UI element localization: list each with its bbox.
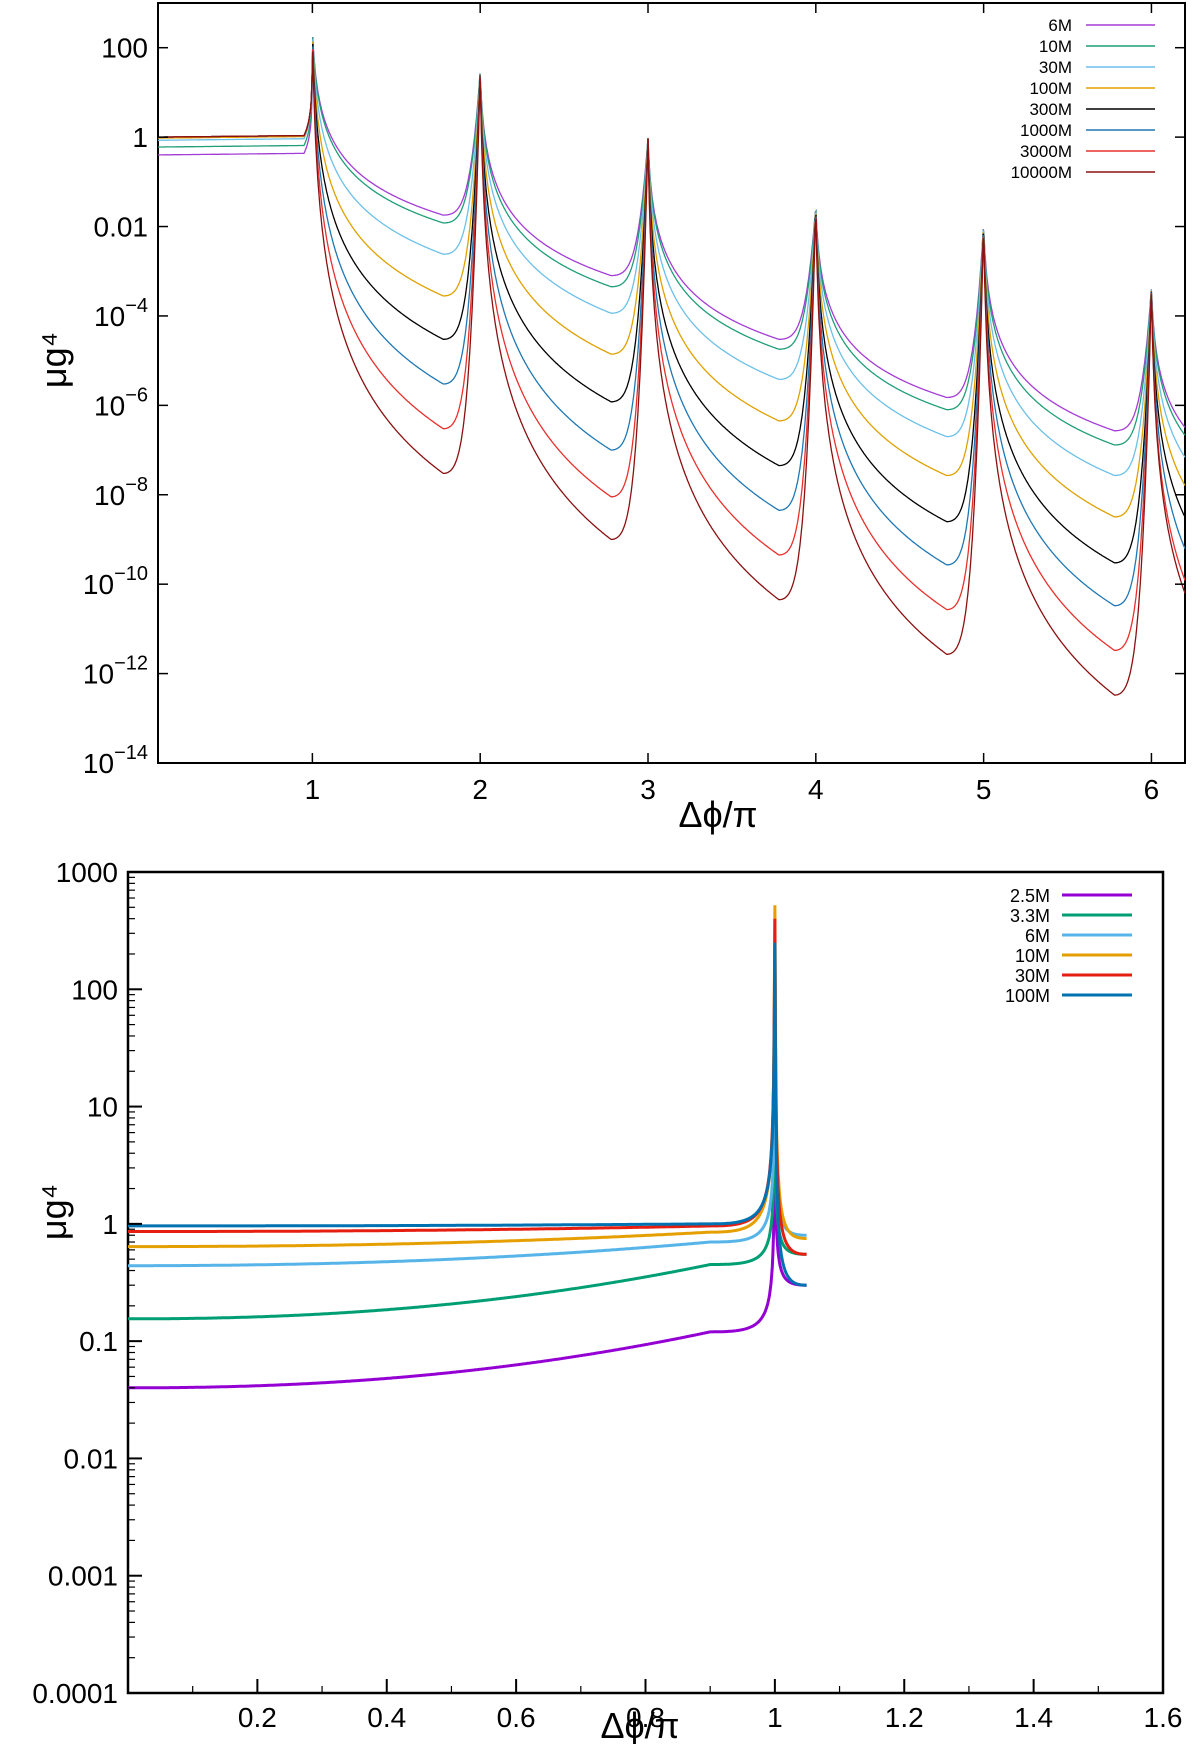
series-line-6M xyxy=(158,36,1186,432)
chart-top-y-axis: 100 1 0.01 10−4 10−6 10−8 10−10 10−12 10−14 xyxy=(83,33,1185,779)
x-tick-label: 2 xyxy=(472,774,488,805)
legend-label: 3000M xyxy=(1020,142,1072,161)
chart-bottom-x-axis: 0.2 0.4 0.6 0.8 1 1.2 1.4 1.6 xyxy=(192,1679,1183,1733)
legend-label: 300M xyxy=(1029,100,1072,119)
series-line-100M xyxy=(128,942,807,1287)
x-tick-label: 3 xyxy=(640,774,656,805)
legend-label: 10M xyxy=(1015,946,1050,966)
series-line-1000M xyxy=(158,46,1186,607)
x-tick-label: 1.6 xyxy=(1144,1702,1183,1733)
chart-top-series-group xyxy=(158,36,1186,696)
legend-label: 2.5M xyxy=(1010,886,1050,906)
chart-top-x-axis: 1 2 3 4 5 6 xyxy=(305,3,1160,805)
series-line-6M xyxy=(128,1050,807,1268)
series-line-300M xyxy=(158,43,1186,564)
y-tick-label: 0.01 xyxy=(94,212,149,243)
chart-bottom-x-axis-title: Δϕ/π xyxy=(600,1705,679,1744)
y-tick-label: 100 xyxy=(101,33,148,64)
y-tick-label: 10−4 xyxy=(94,295,148,332)
y-tick-label: 1000 xyxy=(56,857,118,888)
legend-label: 10000M xyxy=(1011,163,1072,182)
x-tick-label: 1.2 xyxy=(885,1702,924,1733)
x-tick-label: 0.8 xyxy=(626,1702,665,1733)
y-tick-label: 1 xyxy=(102,1209,118,1240)
chart-bottom-y-axis: 1000 100 10 1 0.1 0.01 0.001 0.0001 xyxy=(32,857,142,1709)
y-tick-label: 0.01 xyxy=(64,1443,119,1474)
chart-top-frame xyxy=(157,2,1186,764)
series-line-10M xyxy=(158,37,1186,446)
x-tick-label: 1 xyxy=(767,1702,783,1733)
y-tick-label: 0.0001 xyxy=(32,1678,118,1709)
series-line-10M xyxy=(128,905,807,1249)
y-tick-label: 10−10 xyxy=(83,563,148,600)
chart-bottom-series-group xyxy=(128,905,807,1390)
y-tick-label: 0.1 xyxy=(79,1326,118,1357)
x-tick-label: 1.4 xyxy=(1014,1702,1053,1733)
x-tick-label: 4 xyxy=(808,774,824,805)
series-line-100M xyxy=(158,41,1186,518)
series-line-3.3M xyxy=(128,1097,807,1321)
y-tick-label: 10−14 xyxy=(83,742,148,779)
y-tick-label: 1 xyxy=(132,122,148,153)
legend-label: 3.3M xyxy=(1010,906,1050,926)
y-tick-label: 10−6 xyxy=(94,384,148,421)
chart-top-y-axis-title: μg⁴ xyxy=(33,332,74,388)
legend-label: 30M xyxy=(1039,58,1072,77)
y-tick-label: 10−12 xyxy=(83,653,148,690)
x-tick-label: 6 xyxy=(1144,774,1160,805)
y-tick-label: 10−8 xyxy=(94,474,148,511)
x-tick-label: 5 xyxy=(976,774,992,805)
y-tick-label: 10 xyxy=(87,1092,118,1123)
chart-bottom-y-axis-title: μg⁴ xyxy=(33,1184,74,1240)
series-line-10000M xyxy=(158,51,1186,696)
legend-label: 30M xyxy=(1015,966,1050,986)
chart-top-x-axis-title: Δϕ/π xyxy=(678,794,757,835)
y-tick-label: 0.001 xyxy=(48,1561,118,1592)
legend-label: 100M xyxy=(1029,79,1072,98)
legend-label: 1000M xyxy=(1020,121,1072,140)
y-tick-label: 100 xyxy=(71,974,118,1005)
x-tick-label: 1 xyxy=(305,774,321,805)
x-tick-label: 0.4 xyxy=(367,1702,406,1733)
series-line-30M xyxy=(158,39,1186,477)
series-line-30M xyxy=(128,918,807,1256)
legend-label: 100M xyxy=(1005,986,1050,1006)
x-tick-label: 0.2 xyxy=(238,1702,277,1733)
chart-top-legend: 6M 10M 30M 100M 300M 1000M 3000M 10000M xyxy=(1011,16,1155,182)
legend-label: 10M xyxy=(1039,37,1072,56)
x-tick-label: 0.6 xyxy=(497,1702,536,1733)
legend-label: 6M xyxy=(1025,926,1050,946)
chart-top: 100 1 0.01 10−4 10−6 10−8 10−10 10−12 10−14 1 2 3 4… xyxy=(33,2,1186,835)
series-line-3000M xyxy=(158,48,1186,652)
legend-label: 6M xyxy=(1048,16,1072,35)
series-line-2.5M xyxy=(128,1117,807,1390)
